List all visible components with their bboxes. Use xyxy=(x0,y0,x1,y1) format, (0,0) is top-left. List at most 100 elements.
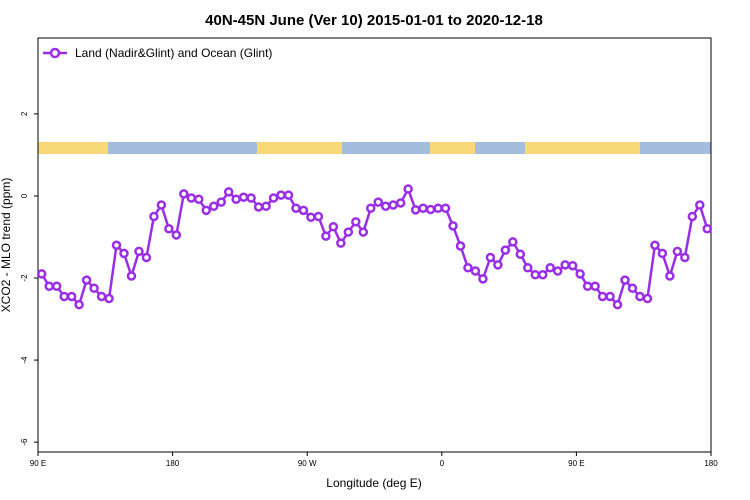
data-point xyxy=(448,221,458,231)
data-point xyxy=(306,212,316,223)
legend-label: Land (Nadir&Glint) and Ocean (Glint) xyxy=(75,46,272,60)
data-point xyxy=(538,269,548,280)
data-point xyxy=(418,203,428,214)
data-point xyxy=(395,198,406,208)
y-tick-label: -4 xyxy=(20,356,29,364)
data-point xyxy=(276,190,286,200)
data-point xyxy=(567,260,578,271)
data-point xyxy=(650,240,660,250)
data-point xyxy=(523,263,533,273)
x-axis-label: Longitude (deg E) xyxy=(326,476,421,490)
y-tick-label: 0 xyxy=(20,193,29,198)
data-point xyxy=(642,293,653,304)
data-point xyxy=(194,194,204,205)
data-point xyxy=(149,211,159,222)
data-point xyxy=(59,291,69,302)
data-point xyxy=(201,205,211,216)
data-point xyxy=(597,291,608,302)
data-point xyxy=(478,274,488,284)
data-point xyxy=(403,184,413,194)
x-tick-label: 180 xyxy=(704,459,718,468)
data-point xyxy=(485,252,496,263)
data-point xyxy=(366,203,376,214)
y-tick-label: -2 xyxy=(20,274,29,282)
data-point xyxy=(425,204,436,215)
data-point xyxy=(336,238,346,248)
data-point xyxy=(223,187,234,197)
data-point xyxy=(186,193,197,203)
land-band xyxy=(257,142,342,154)
data-point xyxy=(51,281,62,291)
data-point xyxy=(246,193,256,203)
data-point xyxy=(44,281,54,291)
data-point xyxy=(680,252,690,263)
data-point xyxy=(440,203,451,214)
data-point xyxy=(36,269,47,279)
land-ocean-strip xyxy=(38,142,711,154)
data-point xyxy=(141,252,152,263)
data-point xyxy=(216,197,226,207)
data-point xyxy=(134,246,144,257)
data-point xyxy=(620,275,630,285)
x-tick-label: 90 W xyxy=(298,459,317,468)
land-band xyxy=(525,142,640,154)
data-point xyxy=(66,291,77,302)
data-point xyxy=(560,260,570,270)
data-point xyxy=(321,231,331,241)
land-band xyxy=(430,142,475,154)
data-point xyxy=(552,266,563,276)
data-point xyxy=(164,224,174,234)
data-point xyxy=(268,193,279,203)
data-point xyxy=(358,227,369,237)
x-tick-label: 180 xyxy=(166,459,180,468)
data-point xyxy=(455,241,466,251)
data-point xyxy=(545,263,555,273)
data-point xyxy=(238,192,249,202)
y-axis-label: XCO2 - MLO trend (ppm) xyxy=(0,178,13,313)
data-point xyxy=(111,240,122,250)
data-point xyxy=(530,269,541,280)
data-point xyxy=(493,260,503,270)
data-point xyxy=(313,211,324,222)
data-point xyxy=(119,248,129,259)
data-point xyxy=(104,293,114,304)
data-point xyxy=(81,275,92,285)
y-tick-label: 2 xyxy=(20,111,29,116)
x-tick-label: 90 E xyxy=(568,459,584,468)
data-point xyxy=(283,190,294,200)
x-tick-label: 90 E xyxy=(30,459,46,468)
data-point xyxy=(635,291,645,302)
data-point xyxy=(231,194,241,205)
x-tick-label: 0 xyxy=(440,459,445,468)
data-point xyxy=(380,201,391,211)
data-point xyxy=(605,291,615,302)
data-point xyxy=(657,248,668,259)
data-point xyxy=(351,217,361,227)
data-point xyxy=(126,271,137,281)
data-point xyxy=(96,291,107,302)
y-tick-label: -6 xyxy=(20,438,29,446)
data-point xyxy=(500,245,511,255)
data-point xyxy=(208,201,219,211)
data-point xyxy=(179,189,189,199)
legend-marker xyxy=(49,47,61,59)
data-point xyxy=(298,205,309,216)
data-point xyxy=(328,221,339,232)
data-point xyxy=(463,263,473,273)
data-point xyxy=(156,200,167,210)
data-point xyxy=(253,202,264,212)
chart-title: 40N-45N June (Ver 10) 2015-01-01 to 2020… xyxy=(205,12,543,29)
data-point xyxy=(672,246,683,257)
data-point xyxy=(470,266,481,276)
data-point xyxy=(171,230,182,240)
data-point xyxy=(261,201,271,211)
land-band xyxy=(38,142,108,154)
data-point xyxy=(74,299,84,310)
data-point xyxy=(89,283,99,294)
data-point xyxy=(291,203,301,214)
data-point xyxy=(695,200,705,210)
data-point xyxy=(590,281,600,291)
data-point xyxy=(515,249,526,259)
plot-frame xyxy=(37,37,712,453)
data-point xyxy=(343,227,354,237)
